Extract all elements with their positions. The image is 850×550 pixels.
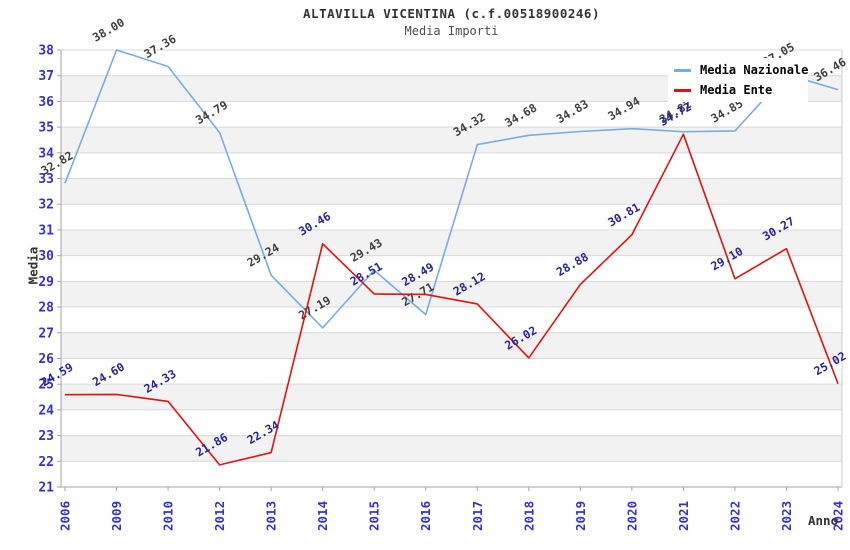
svg-text:32: 32 (38, 198, 54, 213)
svg-text:33: 33 (38, 172, 54, 187)
legend-swatch-nazionale-icon (674, 68, 691, 72)
svg-text:2024: 2024 (831, 501, 846, 531)
svg-text:23: 23 (38, 429, 54, 444)
svg-text:37: 37 (38, 69, 54, 84)
svg-text:2015: 2015 (367, 501, 382, 531)
svg-text:37.36: 37.36 (142, 32, 179, 61)
svg-text:2009: 2009 (109, 501, 124, 531)
svg-text:34.68: 34.68 (502, 100, 539, 129)
svg-text:2019: 2019 (573, 501, 588, 531)
svg-text:28: 28 (38, 301, 54, 316)
axes (57, 49, 843, 491)
x-tick-labels: 2006 2009 2010 2012 2013 2014 2015 2016 2017 2018… (58, 501, 846, 531)
legend-label-ente: Media Ente (700, 83, 773, 97)
svg-text:31: 31 (38, 223, 54, 238)
chart-subtitle: Media Importi (404, 24, 499, 38)
series-media-nazionale (64, 49, 839, 329)
legend-item-media-nazionale: Media Nazionale (674, 63, 808, 77)
svg-text:30: 30 (38, 249, 54, 264)
svg-text:2016: 2016 (418, 501, 433, 531)
y-tick-labels: 21 22 23 24 25 26 27 28 29 30 31 32 33 34 35 36 37 38 (38, 44, 54, 496)
svg-text:27: 27 (38, 326, 54, 341)
svg-text:2020: 2020 (624, 501, 639, 531)
plot-bands (61, 75, 842, 462)
svg-text:25: 25 (38, 378, 54, 393)
svg-text:2010: 2010 (161, 501, 176, 531)
y-axis-title: Media (25, 246, 41, 285)
svg-text:22: 22 (38, 455, 54, 470)
svg-text:34: 34 (38, 146, 54, 161)
svg-text:2013: 2013 (264, 501, 279, 531)
svg-text:2017: 2017 (470, 501, 485, 531)
svg-text:35: 35 (38, 121, 54, 136)
legend-item-media-ente: Media Ente (674, 83, 808, 97)
svg-text:24: 24 (38, 403, 54, 418)
svg-text:2012: 2012 (212, 501, 227, 531)
svg-text:2022: 2022 (727, 501, 742, 531)
legend-swatch-ente-icon (674, 88, 691, 92)
chart-legend: Media Nazionale Media Ente (668, 58, 808, 102)
svg-text:2021: 2021 (676, 501, 691, 531)
svg-text:38: 38 (38, 44, 54, 59)
svg-text:26: 26 (38, 352, 54, 367)
legend-label-nazionale: Media Nazionale (700, 63, 809, 77)
svg-text:21: 21 (38, 481, 54, 496)
x-axis-title: Anno (808, 513, 839, 528)
svg-text:29: 29 (38, 275, 54, 290)
svg-text:2018: 2018 (521, 501, 536, 531)
svg-text:38.00: 38.00 (90, 15, 127, 44)
svg-text:36: 36 (38, 95, 54, 110)
svg-text:2023: 2023 (779, 501, 794, 531)
series-media-ente (64, 133, 839, 466)
svg-text:2014: 2014 (315, 501, 330, 531)
svg-text:2006: 2006 (58, 501, 73, 531)
chart-title: ALTAVILLA VICENTINA (c.f.00518900246) (303, 6, 600, 21)
